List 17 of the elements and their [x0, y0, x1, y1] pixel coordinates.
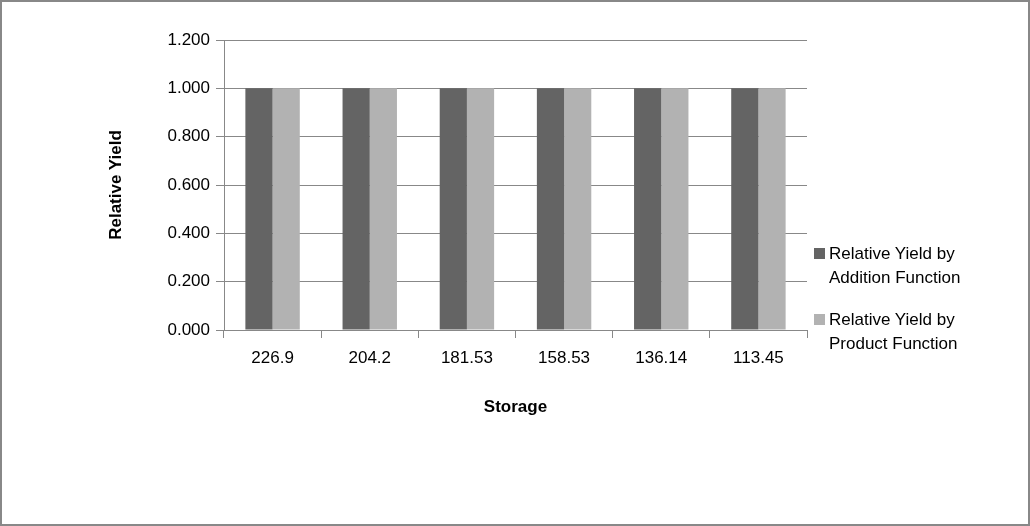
- legend-label: Relative Yield by Product Function: [829, 309, 959, 355]
- y-tick-label: 1.200: [167, 29, 210, 49]
- x-tick-label: 226.9: [251, 347, 294, 367]
- x-tick-label: 181.53: [440, 347, 493, 367]
- x-tick-label: 158.53: [538, 347, 591, 367]
- y-tick-label: 0.800: [167, 126, 210, 146]
- x-tick-label: 113.45: [733, 347, 784, 367]
- y-tick-label: 0.400: [167, 223, 210, 243]
- x-tick-label: 136.14: [635, 347, 688, 367]
- y-tick-label: 0.000: [167, 319, 210, 339]
- y-tick-label: 0.200: [167, 271, 210, 291]
- legend-label: Relative Yield by Addition Function: [829, 243, 962, 289]
- y-tick-label: 0.600: [167, 174, 210, 194]
- x-axis-title: Storage: [483, 397, 548, 417]
- y-axis-title: Relative Yield: [105, 130, 125, 240]
- y-tick-label: 1.000: [167, 78, 210, 98]
- x-tick-label: 204.2: [348, 347, 392, 367]
